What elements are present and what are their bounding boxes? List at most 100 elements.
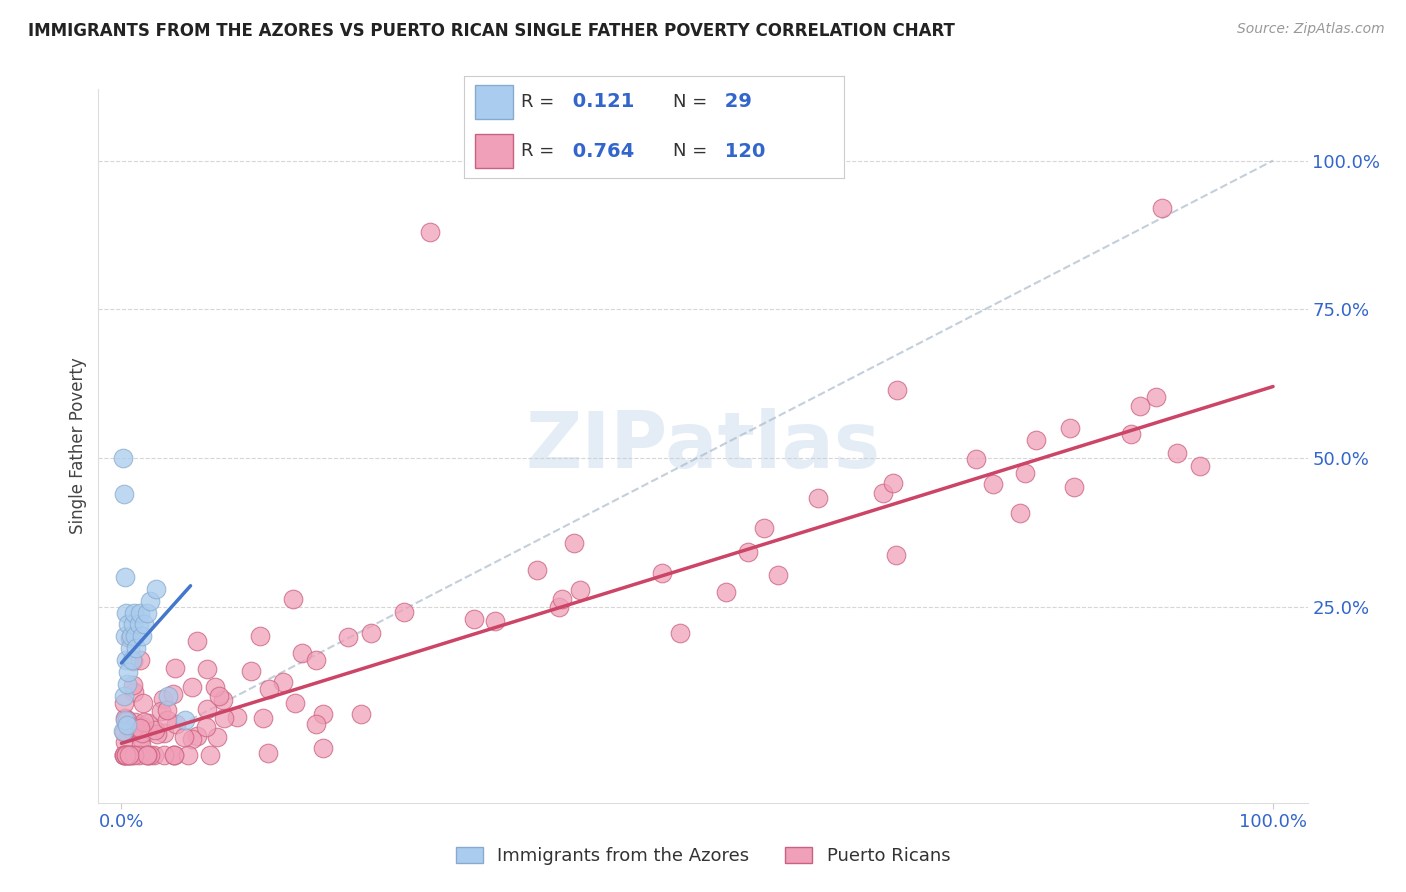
Point <box>120 721 142 735</box>
Point <box>181 680 204 694</box>
Point <box>135 606 157 620</box>
Point <box>122 720 145 734</box>
Point <box>1166 446 1188 460</box>
Point <box>551 592 574 607</box>
Point <box>884 548 907 562</box>
Point <box>115 606 138 620</box>
Point <box>111 724 134 739</box>
Point <box>1150 201 1173 215</box>
Point <box>136 748 159 763</box>
Text: N =: N = <box>673 93 713 111</box>
Point <box>139 593 162 607</box>
Text: Source: ZipAtlas.com: Source: ZipAtlas.com <box>1237 22 1385 37</box>
Point <box>122 606 145 620</box>
Legend: Immigrants from the Azores, Puerto Ricans: Immigrants from the Azores, Puerto Rican… <box>449 839 957 872</box>
Point <box>135 748 157 763</box>
Point <box>181 731 204 746</box>
Point <box>337 631 360 645</box>
Point <box>128 606 150 620</box>
Point <box>737 545 759 559</box>
Point <box>807 491 830 505</box>
Point <box>768 568 790 582</box>
Point <box>257 746 280 760</box>
Point <box>204 680 226 694</box>
Point <box>1189 459 1212 474</box>
Point <box>668 626 690 640</box>
Point <box>138 748 160 763</box>
Point <box>120 723 142 737</box>
Point <box>163 748 186 763</box>
Point <box>173 713 195 727</box>
Point <box>120 748 142 763</box>
Point <box>115 653 138 667</box>
Text: N =: N = <box>673 142 713 161</box>
Point <box>1144 390 1167 404</box>
Text: IMMIGRANTS FROM THE AZORES VS PUERTO RICAN SINGLE FATHER POVERTY CORRELATION CHA: IMMIGRANTS FROM THE AZORES VS PUERTO RIC… <box>28 22 955 40</box>
Point <box>186 634 208 648</box>
Point <box>114 713 136 727</box>
Point <box>132 696 155 710</box>
Point <box>311 740 333 755</box>
Point <box>139 748 162 763</box>
Point <box>1063 480 1085 494</box>
Point <box>118 748 141 763</box>
Point <box>186 729 208 743</box>
Point <box>1059 421 1081 435</box>
Point <box>114 570 136 584</box>
Point <box>291 646 314 660</box>
Point <box>714 584 737 599</box>
Point <box>360 626 382 640</box>
Point <box>312 707 335 722</box>
Point <box>117 617 139 632</box>
Point <box>132 714 155 729</box>
Point <box>165 717 187 731</box>
Point <box>1129 400 1152 414</box>
Point <box>128 748 150 763</box>
Point <box>281 592 304 607</box>
Point <box>115 718 138 732</box>
Text: 120: 120 <box>718 142 766 161</box>
Point <box>882 475 904 490</box>
Point <box>752 521 775 535</box>
Point <box>117 748 139 763</box>
Point <box>195 702 218 716</box>
Point <box>114 629 136 643</box>
Text: R =: R = <box>520 93 560 111</box>
Point <box>122 725 145 739</box>
Text: 0.121: 0.121 <box>567 93 636 112</box>
Point <box>208 689 231 703</box>
Point <box>205 731 228 745</box>
Point <box>112 748 135 763</box>
Point <box>568 582 591 597</box>
Point <box>526 562 548 576</box>
Point <box>198 748 221 763</box>
Point <box>257 681 280 696</box>
Point <box>134 617 156 632</box>
Point <box>249 629 271 643</box>
Point <box>156 713 179 727</box>
Point <box>112 696 135 710</box>
Point <box>212 692 235 706</box>
Point <box>304 717 326 731</box>
Point <box>965 451 987 466</box>
Point <box>143 748 166 763</box>
Point <box>1008 506 1031 520</box>
Point <box>112 725 135 739</box>
Point <box>114 711 136 725</box>
Bar <box>475 135 513 168</box>
Point <box>284 696 307 710</box>
Point <box>152 748 174 763</box>
Point <box>115 713 138 727</box>
Point <box>562 535 585 549</box>
Point <box>111 450 134 465</box>
Bar <box>475 85 513 119</box>
Text: R =: R = <box>520 142 560 161</box>
Point <box>124 629 146 643</box>
Text: 0.764: 0.764 <box>567 142 634 161</box>
Point <box>240 664 263 678</box>
Point <box>156 689 179 703</box>
Point <box>484 614 506 628</box>
Point <box>149 705 172 719</box>
Point <box>305 652 328 666</box>
Point <box>195 662 218 676</box>
